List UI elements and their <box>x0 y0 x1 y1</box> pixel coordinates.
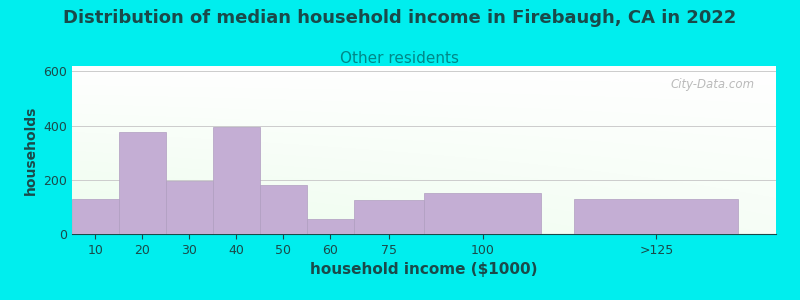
Bar <box>119 132 166 234</box>
Bar <box>213 127 260 234</box>
Bar <box>260 185 306 234</box>
Bar <box>574 199 738 234</box>
Bar <box>72 199 119 234</box>
Bar <box>166 181 213 234</box>
Text: City-Data.com: City-Data.com <box>670 78 755 91</box>
X-axis label: household income ($1000): household income ($1000) <box>310 262 538 277</box>
Bar <box>424 194 542 234</box>
Text: Other residents: Other residents <box>341 51 459 66</box>
Bar <box>354 200 424 234</box>
Bar <box>306 219 354 234</box>
Text: Distribution of median household income in Firebaugh, CA in 2022: Distribution of median household income … <box>63 9 737 27</box>
Y-axis label: households: households <box>24 105 38 195</box>
